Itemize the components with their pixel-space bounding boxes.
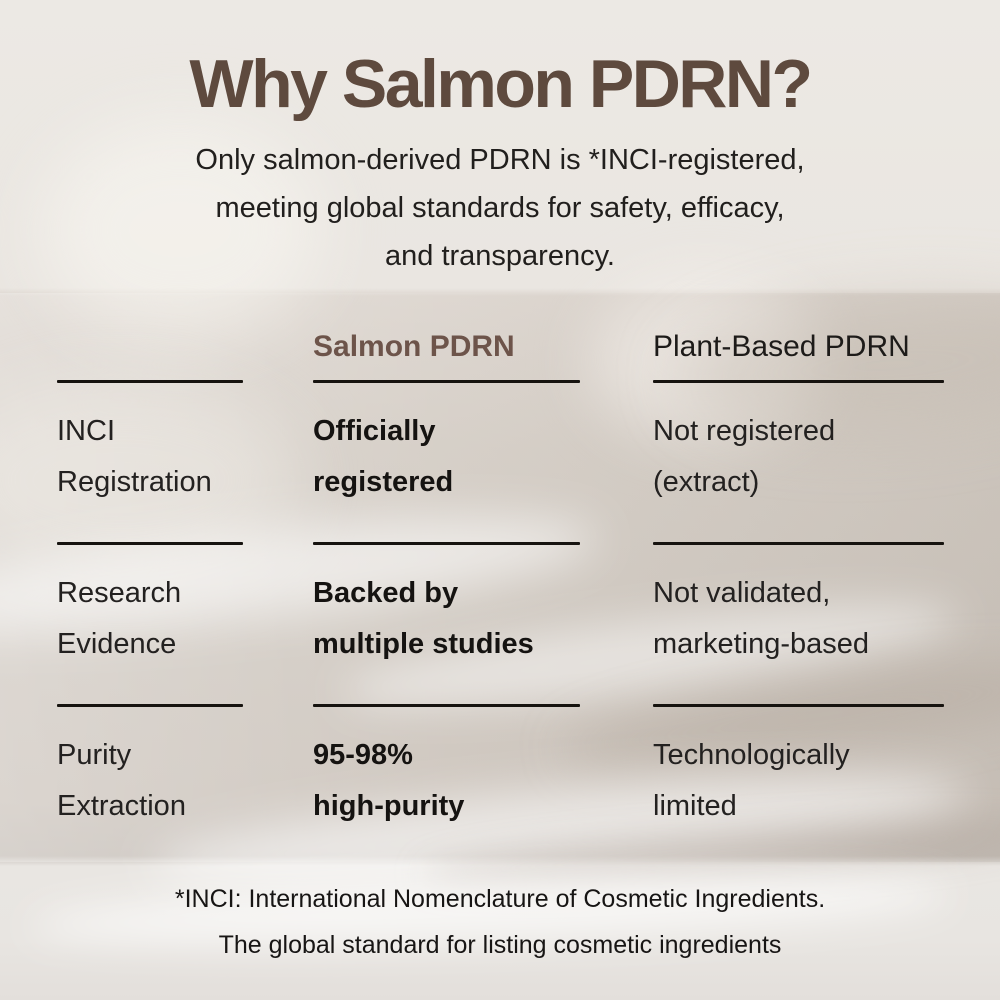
column-header-plant-based-pdrn: Plant-Based PDRN (653, 330, 910, 363)
row-divider-line (57, 704, 243, 707)
row-label: INCI Registration (57, 415, 212, 498)
plant-cell: Not registered (extract) (653, 415, 836, 498)
row-label: Research Evidence (57, 577, 182, 660)
row-divider-row (57, 704, 950, 707)
background-bokeh-blob (40, 120, 320, 340)
table-row-purity-extraction: Purity Extraction 95-98% high-purity Tec… (57, 707, 950, 858)
row-divider-line (653, 542, 944, 545)
plant-cell: Not validated, marketing-based (653, 577, 869, 660)
header-divider-line (653, 380, 944, 383)
row-divider-line (653, 704, 944, 707)
header-divider-line (57, 380, 243, 383)
row-divider-line (57, 542, 243, 545)
column-header-salmon-pdrn: Salmon PDRN (313, 330, 515, 363)
row-divider-line (313, 704, 580, 707)
footnote-text: *INCI: International Nomenclature of Cos… (174, 885, 826, 959)
salmon-cell: 95-98% high-purity (313, 739, 465, 822)
page-title: Why Salmon PDRN? (189, 46, 813, 122)
table-header-row: Salmon PDRN Plant-Based PDRN (57, 293, 950, 372)
row-label: Purity Extraction (57, 739, 186, 822)
background-bokeh-blob (590, 280, 820, 440)
header-divider-row (57, 380, 950, 383)
row-divider-line (313, 542, 580, 545)
header-divider-line (313, 380, 580, 383)
table-row-research-evidence: Research Evidence Backed by multiple stu… (57, 545, 950, 696)
hero-section: Why Salmon PDRN? Only salmon-derived PDR… (0, 42, 1000, 280)
salmon-cell: Officially registered (313, 415, 454, 498)
comparison-table: Salmon PDRN Plant-Based PDRN INCI Regist… (57, 293, 950, 858)
plant-cell: Technologically limited (653, 739, 850, 822)
salmon-cell: Backed by multiple studies (313, 577, 534, 660)
table-row-inci-registration: INCI Registration Officially registered … (57, 383, 950, 534)
page-subtitle: Only salmon-derived PDRN is *INCI-regist… (195, 144, 805, 272)
row-divider-row (57, 542, 950, 545)
column-header-empty (57, 293, 313, 372)
